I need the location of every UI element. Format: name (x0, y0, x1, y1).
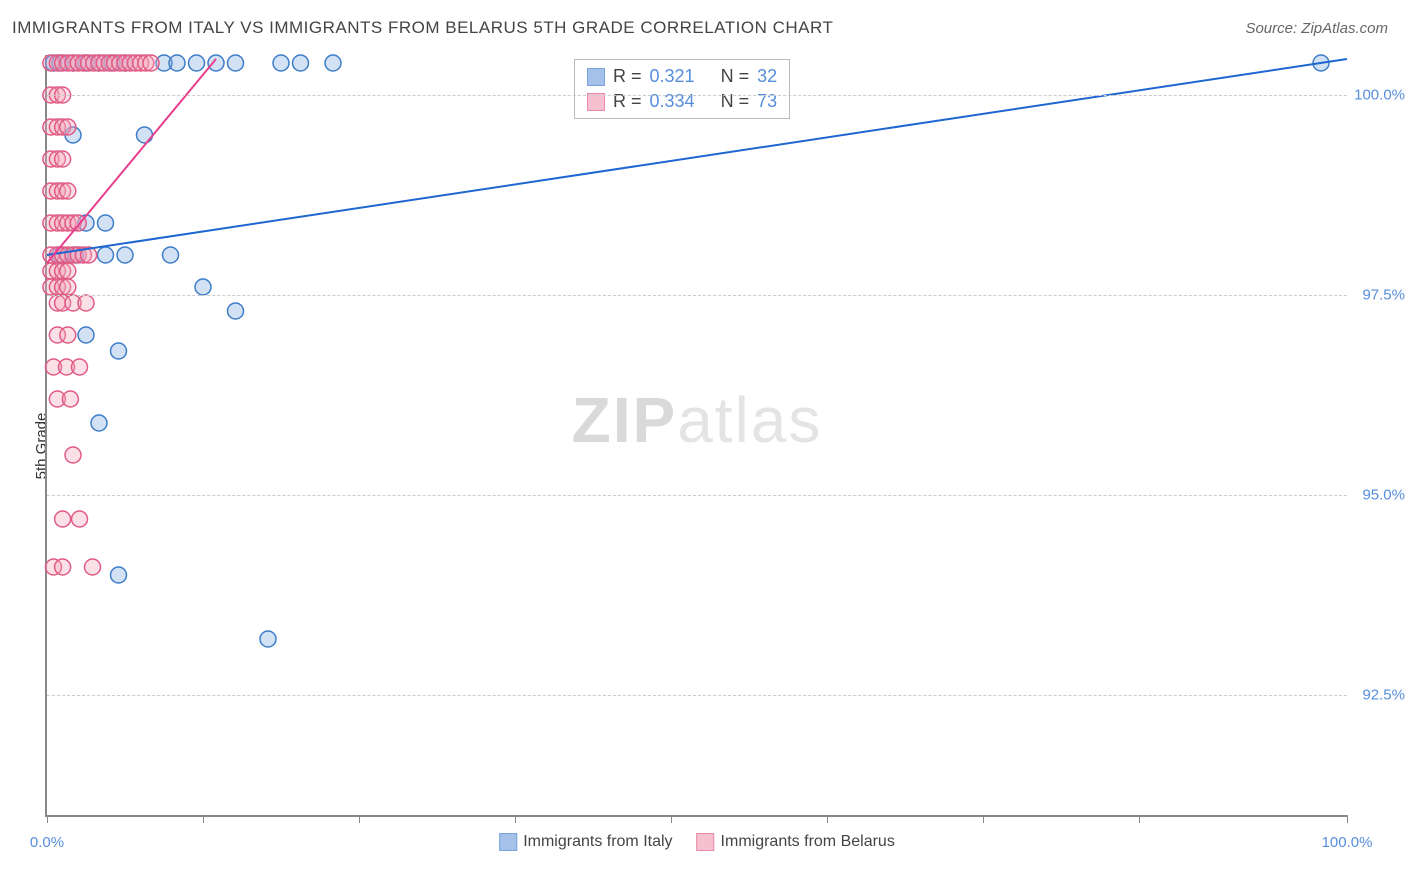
scatter-point (228, 303, 244, 319)
scatter-point (62, 391, 78, 407)
scatter-point (260, 631, 276, 647)
legend-swatch (499, 833, 517, 851)
plot-area: ZIPatlas R =0.321 N =32R =0.334 N =73 Im… (45, 55, 1347, 817)
scatter-point (55, 151, 71, 167)
x-tick-label: 0.0% (30, 834, 64, 851)
scatter-point (72, 359, 88, 375)
y-tick-label: 95.0% (1362, 487, 1405, 504)
grid-line (47, 295, 1347, 296)
scatter-point (111, 343, 127, 359)
scatter-point (98, 247, 114, 263)
scatter-point (325, 55, 341, 71)
scatter-point (55, 559, 71, 575)
x-tick-mark (1347, 815, 1348, 823)
x-tick-mark (1139, 815, 1140, 823)
scatter-point (60, 183, 76, 199)
bottom-legend: Immigrants from Italy Immigrants from Bel… (499, 833, 895, 851)
scatter-point (65, 447, 81, 463)
scatter-point (273, 55, 289, 71)
grid-line (47, 495, 1347, 496)
scatter-point (228, 55, 244, 71)
x-tick-mark (359, 815, 360, 823)
y-tick-label: 97.5% (1362, 287, 1405, 304)
grid-line (47, 95, 1347, 96)
scatter-point (60, 327, 76, 343)
legend-label: Immigrants from Belarus (721, 833, 895, 851)
scatter-point (111, 567, 127, 583)
legend-item: Immigrants from Belarus (697, 833, 895, 851)
x-tick-mark (47, 815, 48, 823)
x-tick-mark (515, 815, 516, 823)
x-tick-label: 100.0% (1322, 834, 1373, 851)
y-tick-label: 92.5% (1362, 687, 1405, 704)
scatter-point (60, 119, 76, 135)
scatter-point (55, 511, 71, 527)
scatter-point (60, 263, 76, 279)
grid-line (47, 695, 1347, 696)
scatter-point (143, 55, 159, 71)
scatter-point (72, 511, 88, 527)
scatter-point (117, 247, 133, 263)
y-tick-label: 100.0% (1354, 87, 1405, 104)
scatter-point (91, 415, 107, 431)
scatter-point (169, 55, 185, 71)
scatter-point (195, 279, 211, 295)
scatter-point (60, 279, 76, 295)
stat-row: R =0.321 N =32 (587, 64, 777, 89)
x-tick-mark (983, 815, 984, 823)
stat-box: R =0.321 N =32R =0.334 N =73 (574, 59, 790, 119)
legend-swatch (697, 833, 715, 851)
chart-svg (47, 55, 1347, 815)
source-label: Source: ZipAtlas.com (1245, 20, 1388, 37)
scatter-point (163, 247, 179, 263)
scatter-point (208, 55, 224, 71)
scatter-point (98, 215, 114, 231)
stat-row: R =0.334 N =73 (587, 89, 777, 114)
x-tick-mark (671, 815, 672, 823)
scatter-point (189, 55, 205, 71)
x-tick-mark (827, 815, 828, 823)
scatter-point (293, 55, 309, 71)
scatter-point (78, 295, 94, 311)
scatter-point (137, 127, 153, 143)
chart-title: IMMIGRANTS FROM ITALY VS IMMIGRANTS FROM… (12, 18, 833, 38)
x-tick-mark (203, 815, 204, 823)
scatter-point (78, 327, 94, 343)
scatter-point (85, 559, 101, 575)
legend-item: Immigrants from Italy (499, 833, 672, 851)
legend-swatch (587, 68, 605, 86)
legend-label: Immigrants from Italy (523, 833, 672, 851)
